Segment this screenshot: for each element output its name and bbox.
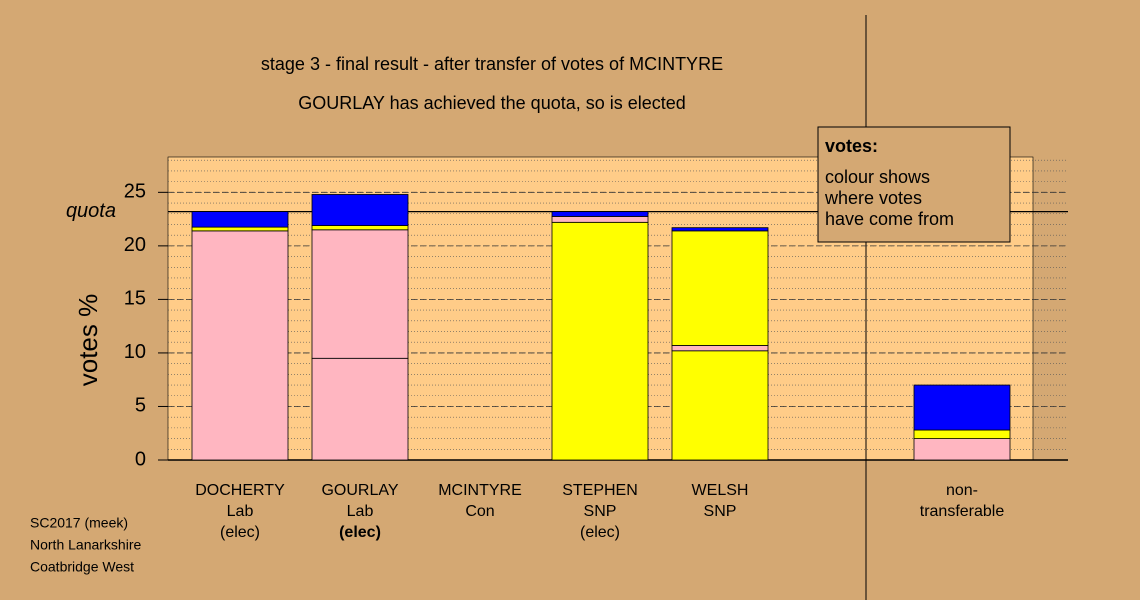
bar-segment: [913, 384, 1011, 431]
x-tick-label: SNP: [584, 503, 617, 520]
footnote: Coatbridge West: [30, 559, 134, 575]
bar-segment: [913, 429, 1011, 439]
subtitle: GOURLAY has achieved the quota, so is el…: [298, 93, 686, 113]
legend-text: have come from: [825, 209, 954, 229]
title: stage 3 - final result - after transfer …: [261, 54, 723, 74]
y-tick-label: 25: [124, 181, 146, 203]
x-tick-label: (elec): [220, 524, 260, 541]
x-tick-label: MCINTYRE: [438, 482, 522, 499]
bar-segment: [671, 350, 769, 461]
footnote: SC2017 (meek): [30, 515, 128, 531]
quota-label: quota: [66, 200, 116, 222]
legend-text: colour shows: [825, 167, 930, 187]
bar-segment: [311, 357, 409, 461]
labels: 0 5 10 15 20 25 quota DOCHERTY Lab (elec) GOURLAY L…: [66, 181, 1004, 542]
x-tick-label: (elec): [580, 524, 620, 541]
x-tick-label: WELSH: [692, 482, 749, 499]
bar-segment: [671, 345, 769, 352]
x-tick-label: non-: [946, 482, 978, 499]
y-tick-label: 15: [124, 288, 146, 310]
legend-title: votes:: [825, 136, 878, 156]
x-tick-label: SNP: [704, 503, 737, 520]
y-axis-label: votes %: [73, 294, 103, 387]
bar-segment: [551, 211, 649, 217]
x-tick-label: (elec): [339, 524, 381, 541]
x-tick-label: GOURLAY: [321, 482, 398, 499]
x-tick-label: Con: [465, 503, 494, 520]
y-tick-label: 5: [135, 395, 146, 417]
legend-box: [817, 126, 1011, 243]
y-tick-label: 10: [124, 341, 146, 363]
bar-segment: [191, 211, 289, 228]
x-tick-label: STEPHEN: [562, 482, 638, 499]
y-tick-label: 20: [124, 234, 146, 256]
x-tick-label: DOCHERTY: [195, 482, 285, 499]
bar-segment: [671, 230, 769, 346]
x-tick-label: transferable: [920, 503, 1005, 520]
legend-text: where votes: [824, 188, 922, 208]
x-tick-label: Lab: [227, 503, 254, 520]
bar-segment: [191, 226, 289, 232]
bar-segment: [311, 194, 409, 226]
bars: [191, 194, 1011, 461]
x-tick-label: Lab: [347, 503, 374, 520]
footnote: North Lanarkshire: [30, 537, 141, 553]
bar-segment: [913, 438, 1011, 461]
bar-segment: [671, 227, 769, 232]
y-tick-label: 0: [135, 448, 146, 470]
bar-segment: [311, 229, 409, 359]
bar-segment: [551, 216, 649, 223]
bar-segment: [191, 230, 289, 461]
bar-segment: [551, 221, 649, 461]
bar-segment: [311, 225, 409, 231]
